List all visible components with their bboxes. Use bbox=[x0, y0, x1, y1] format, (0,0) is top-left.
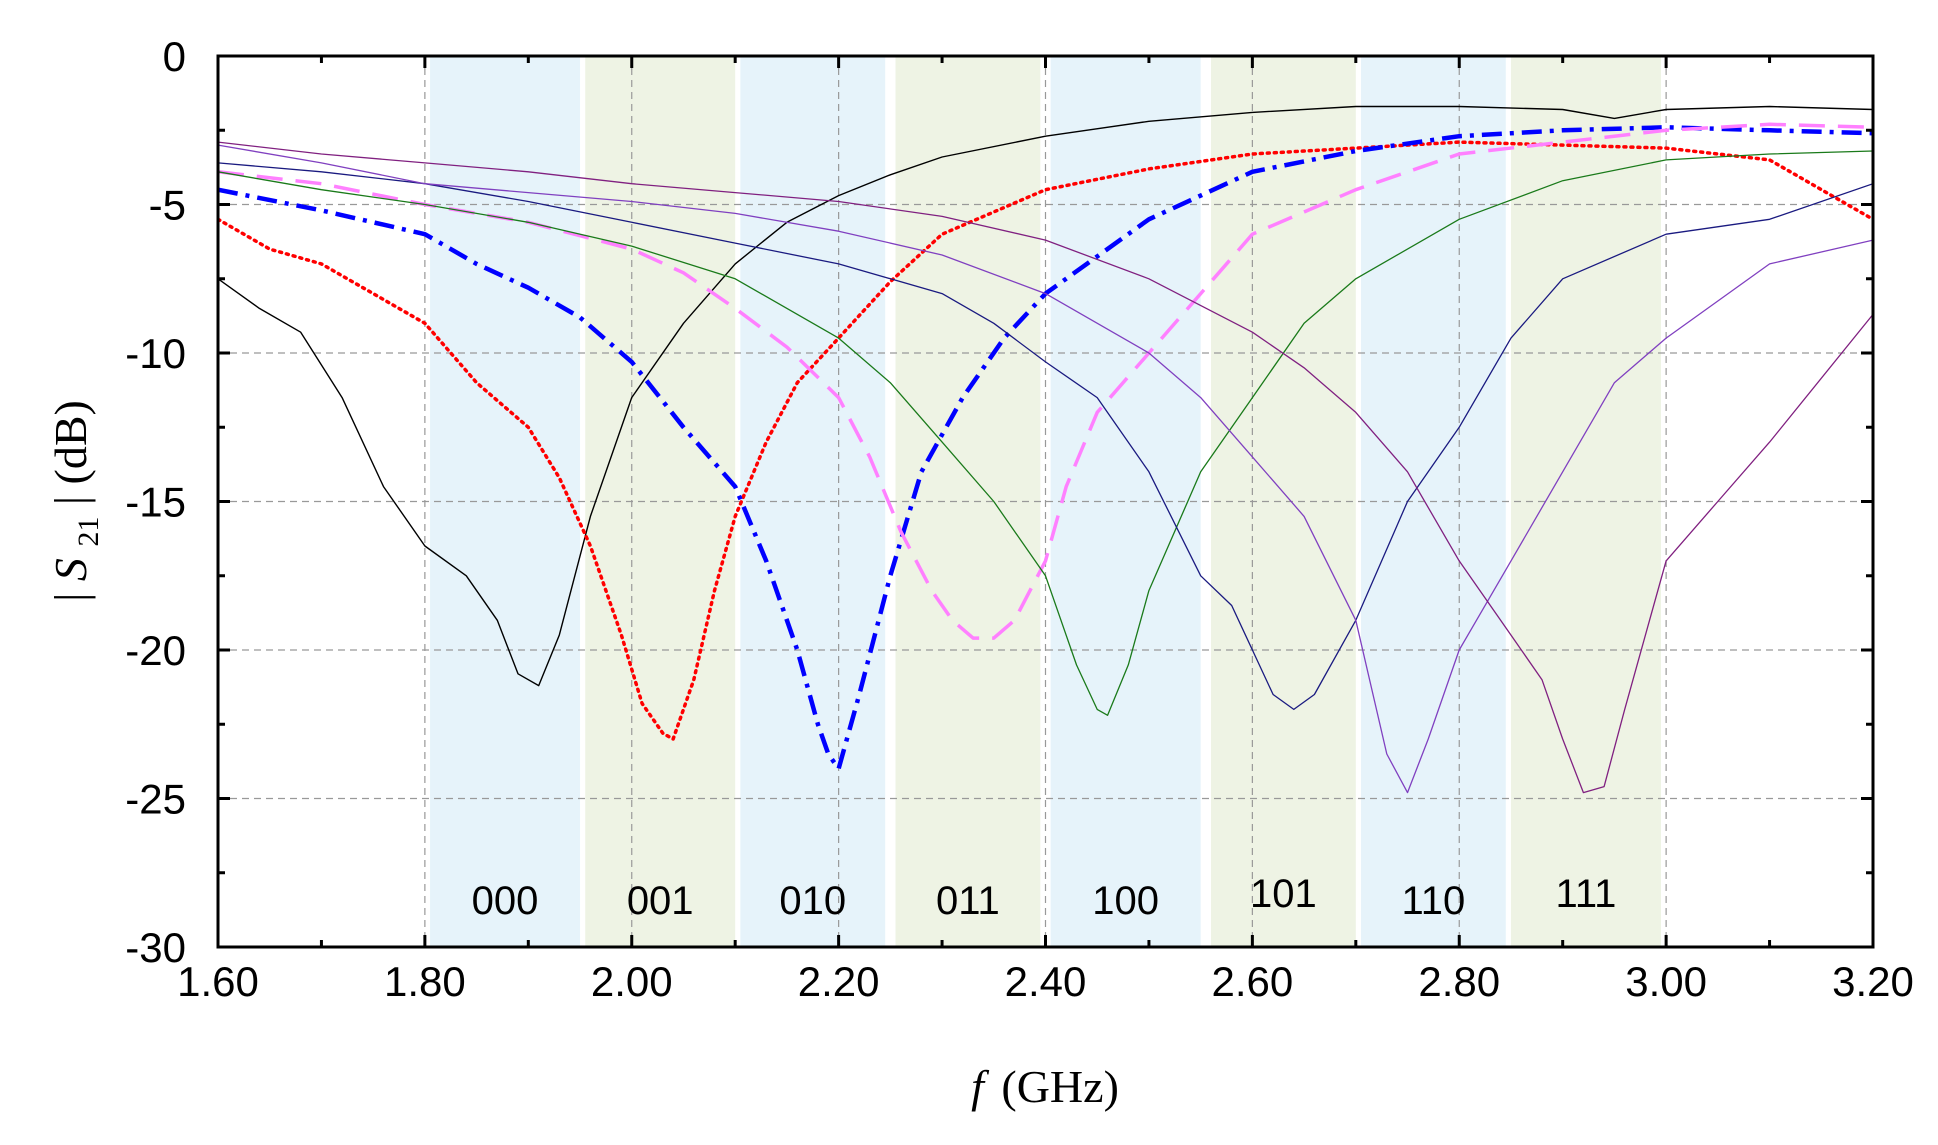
series-line-101 bbox=[218, 162, 1873, 711]
x-tick-label: 2.40 bbox=[1005, 958, 1087, 1005]
y-axis-title: | S 21 | (dB) bbox=[45, 400, 108, 602]
x-tick-label: 1.80 bbox=[384, 958, 466, 1005]
series-line-010 bbox=[218, 125, 1873, 772]
y-tick-label: -30 bbox=[125, 924, 186, 971]
x-tick-label: 1.60 bbox=[177, 958, 259, 1005]
series-line-100 bbox=[218, 150, 1873, 716]
band-label-001: 001 bbox=[627, 879, 694, 923]
y-axis-title-post: | (dB) bbox=[45, 400, 96, 505]
y-tick-label: -5 bbox=[149, 182, 186, 229]
x-tick-label: 2.20 bbox=[798, 958, 880, 1005]
x-tick-label: 2.80 bbox=[1418, 958, 1500, 1005]
band-label-000: 000 bbox=[472, 879, 539, 923]
band-label-111: 111 bbox=[1556, 872, 1617, 916]
band-101 bbox=[1211, 56, 1356, 947]
y-tick-label: -15 bbox=[125, 479, 186, 526]
y-tick-label: -25 bbox=[125, 776, 186, 823]
series-line-011 bbox=[218, 122, 1873, 640]
band-label-010: 010 bbox=[779, 879, 846, 923]
x-tick-label: 2.00 bbox=[591, 958, 673, 1005]
band-label-110: 110 bbox=[1402, 879, 1466, 923]
y-axis-title-pre: | bbox=[45, 593, 96, 602]
x-axis-title-italic: f bbox=[971, 1061, 990, 1112]
data-series bbox=[218, 105, 1873, 794]
x-tick-label: 2.60 bbox=[1212, 958, 1294, 1005]
series-line-000 bbox=[218, 105, 1873, 687]
x-tick-label: 3.00 bbox=[1625, 958, 1707, 1005]
series-line-111 bbox=[218, 141, 1873, 794]
y-axis-title-italic: S bbox=[45, 558, 96, 581]
band-label-101: 101 bbox=[1250, 872, 1317, 916]
x-axis-title: f (GHz) bbox=[971, 1061, 1119, 1112]
y-tick-label: 0 bbox=[163, 33, 186, 80]
series-line-110 bbox=[218, 144, 1873, 794]
x-tick-label: 3.20 bbox=[1832, 958, 1914, 1005]
band-labels: 000 001 010 011 100 101 110 111 bbox=[472, 872, 1617, 923]
axis-tick-labels: 1.60 1.80 2.00 2.20 2.40 2.60 2.80 3.00 3.20 0 -5 -… bbox=[125, 33, 1914, 1005]
x-axis-title-rest: (GHz) bbox=[1001, 1061, 1119, 1112]
y-tick-label: -10 bbox=[125, 330, 186, 377]
band-label-100: 100 bbox=[1092, 879, 1159, 923]
axis-ticks bbox=[216, 54, 1875, 949]
y-axis-title-sub: 21 bbox=[72, 517, 105, 547]
y-tick-label: -20 bbox=[125, 627, 186, 674]
band-label-011: 011 bbox=[936, 879, 1000, 923]
